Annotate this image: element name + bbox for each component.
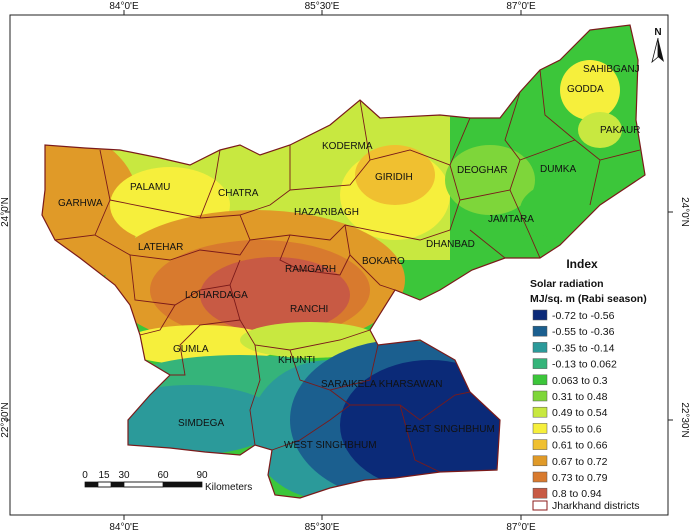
scale-tick-0: 0 [82,470,88,481]
legend-swatch [532,374,548,386]
scale-bar: 0 15 30 60 90 Kilometers [82,470,252,493]
right-tick-1: 24°0'N [679,197,690,227]
map-frame [9,14,669,516]
district-label-dumka: DUMKA [540,164,576,175]
legend-swatch [532,487,548,499]
district-label-latehar: LATEHAR [138,242,183,253]
district-label-godda: GODDA [567,84,604,95]
north-arrow-label: N [654,27,661,38]
legend-swatch [532,439,548,450]
legend-label: -0.72 to -0.56 [552,310,615,322]
district-label-pakaur: PAKAUR [600,125,640,136]
district-label-bokaro: BOKARO [362,256,405,267]
legend-swatch [532,406,548,418]
bottom-tick-3: 87°0'E [506,522,536,532]
legend-label: -0.55 to -0.36 [552,326,615,338]
left-axis: 24°0'N 22°30'N [0,197,11,438]
legend-label: 0.49 to 0.54 [552,407,608,419]
district-label-koderma: KODERMA [322,141,373,152]
scale-tick-90: 90 [196,470,208,481]
district-label-saraikela: SARAIKELA KHARSAWAN [321,379,443,390]
bottom-axis: 84°0'E 85°30'E 87°0'E [109,515,536,532]
district-label-garhwa: GARHWA [58,198,103,209]
bottom-tick-2: 85°30'E [305,522,340,532]
district-label-sahibganj: SAHIBGANJ [583,64,640,75]
legend-items: -0.72 to -0.56 -0.55 to -0.36 -0.35 to -0.… [532,309,617,500]
north-arrow-icon: N [651,27,664,64]
left-tick-2: 22°30'N [0,402,11,437]
legend-boundary-swatch [532,500,548,511]
district-label-hazaribagh: HAZARIBAGH [294,207,359,218]
left-tick-1: 24°0'N [0,197,11,227]
legend-label: 0.063 to 0.3 [552,375,608,387]
district-label-ramgarh: RAMGARH [285,264,336,275]
district-boundaries [54,69,641,473]
legend-subtitle-2: MJ/sq. m (Rabi season) [530,293,647,305]
district-labels: SAHIBGANJ GODDA PAKAUR KODERMA PALAMU CH… [58,64,640,451]
legend-swatch [532,358,548,369]
bottom-tick-1: 84°0'E [109,522,139,532]
scale-unit: Kilometers [205,482,252,493]
top-tick-2: 85°30'E [305,1,340,12]
legend-swatch [532,309,548,321]
district-label-dhanbad: DHANBAD [426,239,475,250]
legend-label: 0.31 to 0.48 [552,391,608,403]
district-label-khunti: KHUNTI [278,355,315,366]
legend-swatch [532,390,548,402]
legend-subtitle-1: Solar radiation [530,278,604,290]
district-label-ranchi: RANCHI [290,304,328,315]
district-label-gumla: GUMLA [173,344,209,355]
legend-label: 0.73 to 0.79 [552,472,608,484]
scale-tick-60: 60 [157,470,169,481]
district-label-west-singhbhum: WEST SINGHBHUM [284,440,377,451]
legend-label: 0.55 to 0.6 [552,423,602,435]
district-label-east-singhbhum: EAST SINGHBHUM [405,424,495,435]
district-label-chatra: CHATRA [218,188,259,199]
district-label-jamtara: JAMTARA [488,214,534,225]
right-tick-2: 22°30'N [679,402,690,437]
district-label-giridih: GIRIDIH [375,172,413,183]
top-tick-3: 87°0'E [506,1,536,12]
legend-swatch [532,455,548,467]
scale-tick-30: 30 [118,470,130,481]
legend-label: -0.13 to 0.062 [552,359,617,371]
scale-tick-15: 15 [98,470,110,481]
district-label-lohardaga: LOHARDAGA [185,290,248,301]
legend-swatch [532,342,548,353]
legend-label: 0.8 to 0.94 [552,488,602,500]
top-tick-1: 84°0'E [109,1,139,12]
district-label-deoghar: DEOGHAR [457,165,508,176]
top-axis: 84°0'E 85°30'E 87°0'E [109,1,536,15]
state-boundary [41,24,646,499]
legend-swatch [532,325,548,337]
legend-swatch [532,423,548,434]
legend-swatch [532,471,548,483]
district-label-palamu: PALAMU [130,182,170,193]
zone-northwest [42,135,140,285]
legend-label: 0.67 to 0.72 [552,456,608,468]
district-label-simdega: SIMDEGA [178,418,224,429]
legend-label: -0.35 to -0.14 [552,342,615,354]
legend-title: Index [566,257,598,271]
right-axis: 24°0'N 22°30'N [668,197,690,438]
legend-boundary-label: Jharkhand districts [552,500,640,512]
legend-label: 0.61 to 0.66 [552,440,608,452]
legend: Index Solar radiation MJ/sq. m (Rabi sea… [530,257,647,512]
